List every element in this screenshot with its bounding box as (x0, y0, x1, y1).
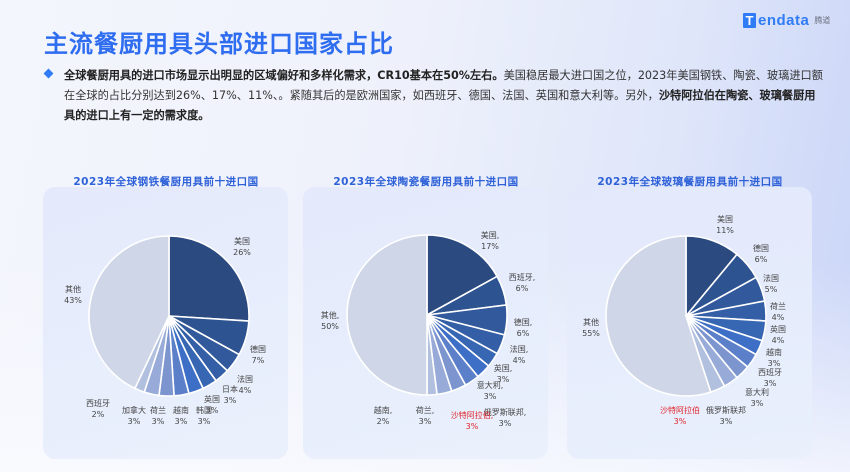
slice-label: 其他, 50% (321, 310, 340, 331)
slice-label: 荷兰 4% (770, 301, 786, 322)
slice-label: 沙特阿拉伯 3% (660, 405, 700, 426)
ceramic-pie-chart: 美国, 17% 西班牙, 6% 德国, 6% 法国, 4%英国, 3%意大利, 3% 俄罗斯联邦, 3… (321, 230, 536, 431)
pie-slice-美国 (426, 234, 499, 317)
summary-text: 全球餐厨用具的进口市场显示出明显的区域偏好和多样化需求，CR10基本在50%左右… (64, 66, 824, 126)
summary-bold: 全球餐厨用具的进口市场显示出明显的区域偏好和多样化需求，CR10基本在50%左右… (64, 69, 504, 82)
slice-label: 英国 3% (204, 394, 220, 415)
summary-normal: 美国稳居最大进口国之位，2023年美国钢铁、陶瓷、玻璃进口额在全球的占比分别达到… (64, 69, 823, 102)
ceramic-chart-title: 2023年全球陶瓷餐厨用具前十进口国 (333, 176, 519, 188)
pie-slice-其他 (88, 235, 170, 390)
slice-label: 法国, 4% (510, 344, 529, 365)
pie-slice-美国 (168, 235, 250, 322)
logo-mark: T (743, 13, 756, 28)
slice-label: 荷兰, 3% (416, 405, 435, 426)
slice-label: 西班牙 3% (758, 367, 782, 388)
slice-label: 沙特阿拉伯, 3% (451, 410, 494, 431)
slice-label: 俄罗斯联邦 3% (706, 405, 746, 426)
glass-pie-chart: 美国 11% 德国 6% 法国 5% 荷兰 4% 英国 4% 越南 3%西班牙 3%意大利 3%俄罗斯联邦… (582, 214, 786, 426)
page-title: 主流餐厨用具头部进口国家占比 (44, 30, 394, 58)
slice-label: 法国 4% (237, 374, 253, 395)
slice-label: 美国 11% (716, 214, 734, 235)
slice-label: 越南 3% (766, 347, 782, 368)
slice-label: 韩国 3% (196, 405, 212, 426)
slice-label: 英国, 3% (494, 363, 513, 384)
slice-label: 其他 43% (64, 284, 82, 305)
slice-label: 意大利 3% (745, 387, 769, 408)
slice-label: 西班牙 2% (86, 398, 110, 419)
slice-label: 加拿大 3% (122, 405, 146, 426)
logo-cn: 腾道 (814, 16, 831, 25)
slice-label: 西班牙, 6% (509, 272, 536, 293)
glass-chart-title: 2023年全球玻璃餐厨用具前十进口国 (597, 176, 783, 188)
pie-slice-其他 (346, 234, 428, 396)
slice-label: 日本 3% (222, 384, 238, 405)
slice-label: 荷兰 3% (150, 405, 166, 426)
slice-label: 美国 26% (233, 236, 251, 257)
slice-label: 越南 3% (173, 405, 189, 426)
slice-label: 英国 4% (770, 324, 786, 345)
summary-bullet: 全球餐厨用具的进口市场显示出明显的区域偏好和多样化需求，CR10基本在50%左右… (43, 66, 824, 126)
slice-label: 法国 5% (763, 273, 779, 294)
slice-label: 越南, 2% (374, 405, 393, 426)
steel-pie-chart: 美国 26% 德国 7% 法国 4%日本 3%英国 3%韩国 3% 越南 3% 荷兰 3%加拿大 3% 西班… (64, 235, 266, 426)
steel-chart-title: 2023年全球钢铁餐厨用具前十进口国 (73, 176, 259, 188)
slice-label: 意大利, 3% (477, 380, 504, 401)
pie-slice-其他 (605, 235, 712, 397)
slice-label: 德国 7% (250, 344, 266, 365)
summary-normal-2: 另外， (625, 89, 659, 102)
slice-label: 俄罗斯联邦, 3% (484, 407, 527, 428)
slice-label: 美国, 17% (481, 230, 500, 251)
slice-label: 德国 6% (753, 243, 769, 264)
slice-label: 德国, 6% (514, 317, 533, 338)
slice-label: 其他 55% (582, 317, 600, 338)
tendata-logo: T endata 腾道 (743, 12, 830, 29)
summary-bold-2: 沙特阿拉伯在陶瓷、玻璃餐厨用具的进口上有一定的需求度。 (64, 89, 816, 122)
logo-word: endata (758, 12, 810, 29)
